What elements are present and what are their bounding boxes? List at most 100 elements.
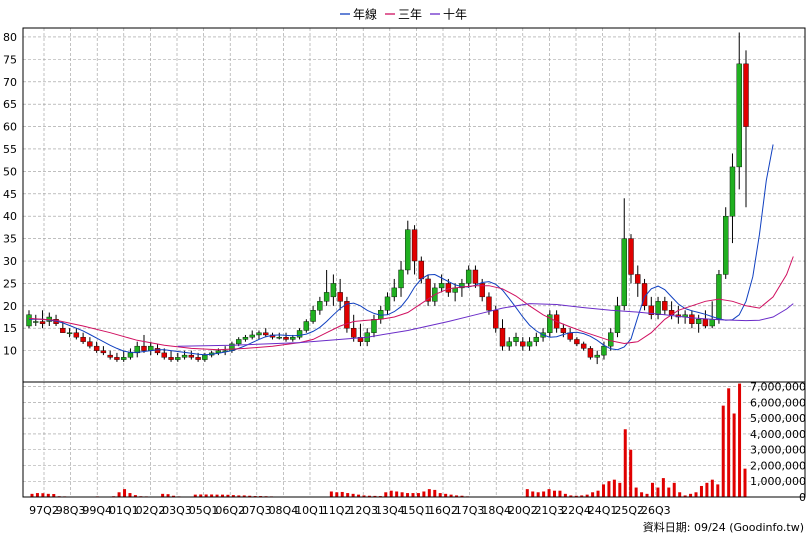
volume-bar [248, 495, 252, 497]
volume-bar [563, 493, 567, 497]
volume-bar [357, 494, 361, 497]
candle [594, 350, 600, 365]
volume-bar [661, 478, 665, 497]
ma-10y-line [177, 303, 794, 347]
candle [499, 319, 506, 351]
volume-bar [166, 494, 170, 497]
volume-bar [226, 494, 230, 497]
candle [655, 296, 661, 320]
candle [330, 274, 337, 306]
volume-bar [411, 493, 415, 497]
candle-body [161, 352, 167, 358]
volume-bar [204, 494, 208, 497]
volume-bar [525, 489, 529, 497]
candle-body [493, 310, 499, 329]
volume-bar [406, 493, 410, 497]
volume-bar [41, 493, 45, 497]
volume-bar [727, 388, 731, 497]
candle-body [290, 336, 296, 340]
volume-tick-label: 6,000,000 [750, 396, 806, 409]
volume-bar [460, 495, 464, 497]
candle-body [276, 336, 282, 339]
candle [276, 332, 282, 340]
moving-average-lines [28, 144, 794, 356]
candle-body [533, 336, 540, 342]
x-tick-label: 26Q3 [641, 504, 671, 517]
ma-3y-line [28, 256, 794, 351]
x-tick-label: 03Q3 [162, 504, 192, 517]
candle-body [175, 357, 181, 360]
volume-bar [738, 383, 742, 497]
volume-bar [623, 429, 627, 497]
candle-body [465, 269, 472, 284]
candle [709, 301, 715, 329]
candle [411, 225, 418, 275]
candle [580, 341, 587, 351]
volume-bar [46, 493, 50, 497]
x-tick-label: 18Q4 [481, 504, 511, 517]
volume-bar [128, 493, 132, 497]
candle-body [567, 332, 573, 340]
x-tick-label: 13Q4 [375, 504, 405, 517]
candle [296, 328, 303, 340]
volume-bar [210, 494, 214, 497]
candle-body [350, 328, 357, 338]
candle-body [601, 345, 607, 356]
candle [526, 337, 533, 351]
candle-body [662, 301, 668, 311]
volume-bar [123, 489, 127, 497]
candle [438, 274, 445, 293]
x-tick-label: 07Q3 [242, 504, 272, 517]
candle [344, 296, 350, 333]
candle-body [26, 314, 32, 327]
x-tick-label: 16Q2 [428, 504, 458, 517]
price-axis: 10 15 20 25 30 35 40 45 50 55 60 65 70 75 80 [3, 31, 17, 358]
volume-bar [645, 493, 649, 497]
volume-bar [422, 491, 426, 497]
candle [73, 328, 80, 340]
x-tick-label: 06Q2 [215, 504, 245, 517]
volume-bar [536, 492, 540, 497]
price-tick-label: 40 [3, 210, 17, 223]
legend-entry: 三年 [398, 8, 422, 22]
volume-bar [656, 487, 660, 497]
candle [695, 314, 702, 333]
price-tick-label: 30 [3, 255, 17, 268]
candle [736, 32, 742, 190]
x-tick-label: 08Q4 [269, 504, 299, 517]
x-tick-label: 15Q1 [402, 504, 432, 517]
candle-body [384, 296, 391, 311]
candle [675, 305, 682, 324]
candle [472, 265, 479, 288]
volume-bar [433, 489, 437, 497]
candle-body [723, 216, 729, 275]
volume-bar [117, 492, 121, 497]
volume-axis: 01,000,0002,000,0003,000,0004,000,0005,0… [750, 381, 806, 504]
x-tick-label: 97Q2 [29, 504, 59, 517]
volume-bar [596, 490, 600, 497]
candle-body [256, 332, 262, 336]
ma-year-line [29, 144, 774, 356]
volume-bar [689, 493, 693, 497]
volume-bar [231, 495, 235, 497]
x-axis: 97Q298Q399Q401Q102Q203Q305Q106Q207Q308Q4… [29, 504, 670, 517]
volume-bar [558, 490, 562, 497]
candle-body [127, 352, 134, 358]
candle-body [648, 305, 655, 315]
candle [87, 337, 93, 349]
x-tick-label: 17Q3 [455, 504, 485, 517]
x-tick-label: 99Q4 [82, 504, 112, 517]
volume-bar [732, 413, 736, 497]
volume-bar [367, 495, 371, 497]
candle [493, 305, 499, 333]
volume-bar [444, 493, 448, 497]
candle-body [100, 350, 107, 354]
candle [222, 346, 228, 356]
candle-body [371, 319, 377, 333]
candle-body [743, 63, 749, 127]
x-tick-label: 05Q1 [189, 504, 219, 517]
x-tick-label: 11Q2 [322, 504, 352, 517]
price-tick-label: 70 [3, 76, 17, 89]
volume-bar [650, 482, 654, 497]
candle [283, 332, 289, 342]
